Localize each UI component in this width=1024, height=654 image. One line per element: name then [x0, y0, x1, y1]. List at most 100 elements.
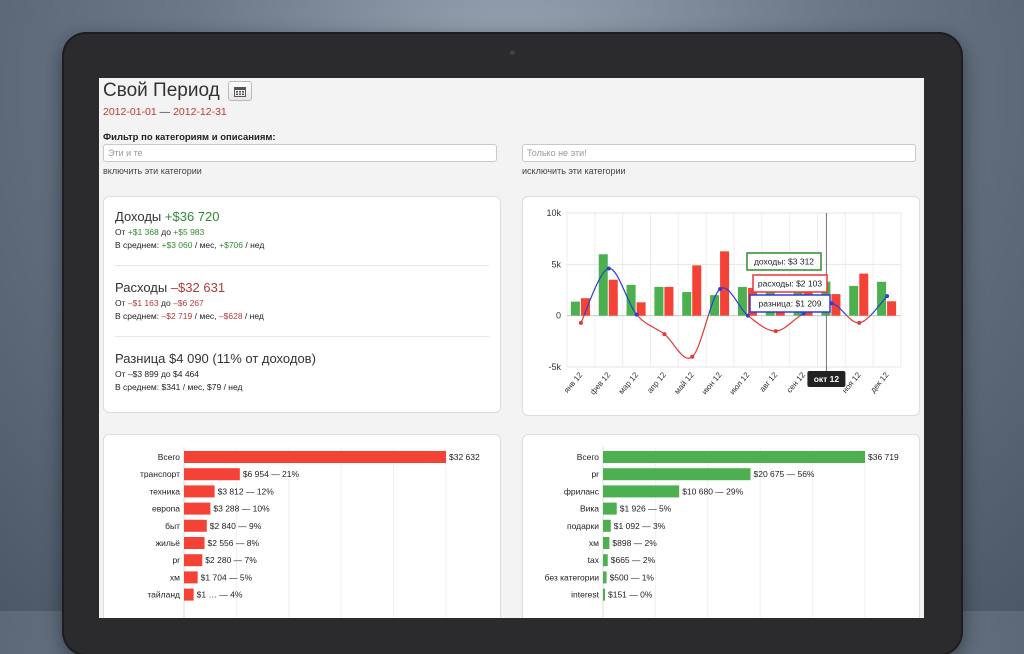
- income-summary: Доходы +$36 720 От +$1 368 до +$5 983 В …: [115, 209, 264, 250]
- difference-range: От –$3 899 до $4 464: [115, 369, 199, 379]
- bar-expense: [608, 279, 618, 316]
- income-total: +$36 720: [164, 209, 220, 224]
- date-to[interactable]: 2012-12-31: [173, 106, 227, 118]
- category-label: без категории: [545, 572, 600, 582]
- exclude-categories-input[interactable]: [522, 144, 916, 162]
- x-tick-label: июл 12: [728, 370, 752, 396]
- category-label: тайланд: [147, 590, 180, 600]
- difference-point: [662, 332, 667, 337]
- bar-income: [654, 286, 664, 316]
- monthly-chart-card: 10k 5k 0 -5k янв 12 фев 12 мар 12 апр 12 май 12 и…: [522, 196, 920, 416]
- difference-title: Разница $4 090 (11% от доходов): [115, 351, 316, 366]
- tooltip-income-box: [746, 252, 822, 271]
- x-tick-label: янв 12: [562, 370, 585, 395]
- bar-income: [682, 292, 692, 316]
- category-value-label: $2 556 — 8%: [208, 538, 260, 548]
- bar-expense: [692, 265, 702, 316]
- filter-label: Фильтр по категориям и описаниям:: [103, 132, 276, 143]
- expense-range-max: –$6 267: [173, 298, 204, 308]
- category-value-label: $3 812 — 12%: [218, 486, 275, 496]
- category-label: Всего: [158, 452, 181, 462]
- category-bar: [603, 571, 607, 584]
- bar-expense: [580, 298, 590, 316]
- category-label: хм: [170, 572, 180, 582]
- x-tick-label: июн 12: [700, 370, 724, 396]
- category-value-label: $500 — 1%: [610, 572, 655, 582]
- category-label: pr: [591, 469, 599, 479]
- category-label: Вика: [580, 504, 599, 514]
- income-categories-chart: Всего $36 719 pr $20 675 — 56% фриланс $10 68…: [545, 447, 899, 618]
- bar-income: [570, 301, 580, 316]
- category-value-label: $1 926 — 5%: [620, 504, 672, 514]
- category-bar: [184, 502, 211, 515]
- y-tick-label: 0: [556, 311, 561, 321]
- category-label: транспорт: [140, 469, 180, 479]
- calendar-button[interactable]: [227, 81, 252, 101]
- difference-point: [745, 313, 750, 318]
- bar-expense: [636, 302, 646, 316]
- difference-average: В среднем: $341 / мес, $79 / нед: [115, 382, 243, 392]
- difference-point: [885, 294, 890, 299]
- category-value-label: $151 — 0%: [608, 590, 653, 600]
- expense-summary: Расходы –$32 631 От –$1 163 до –$6 267 В…: [115, 280, 264, 321]
- bar-income: [737, 286, 747, 316]
- calendar-icon: [233, 86, 246, 97]
- tooltip-expense-box: [752, 274, 828, 293]
- x-tick-label: сен 12: [785, 370, 808, 395]
- x-tick-label: дек 12: [868, 370, 891, 394]
- bar-expense: [859, 273, 869, 316]
- date-from[interactable]: 2012-01-01: [103, 106, 157, 118]
- include-categories-input[interactable]: [103, 144, 497, 162]
- category-label: техника: [149, 486, 180, 496]
- difference-point: [857, 320, 862, 325]
- category-label: pr: [172, 555, 180, 565]
- crosshair-label: окт 12: [814, 374, 840, 384]
- tooltip-income: доходы: $3 312: [754, 257, 814, 267]
- y-tick-label: -5k: [548, 362, 561, 372]
- bar-expense: [664, 286, 674, 316]
- bar-income: [849, 285, 859, 316]
- bar-expense: [720, 251, 730, 316]
- category-bar: [184, 588, 194, 601]
- expense-avg-prefix: В среднем:: [115, 311, 160, 321]
- category-value-label: $36 719: [868, 452, 899, 462]
- expense-avg-month: –$2 719: [161, 311, 193, 321]
- category-bar: [184, 451, 446, 463]
- expense-range-min: –$1 163: [127, 298, 159, 308]
- bar-income: [626, 284, 636, 316]
- difference-point: [690, 354, 695, 359]
- date-range: 2012-01-01 — 2012-12-31: [103, 106, 227, 118]
- difference-point: [773, 329, 778, 334]
- category-value-label: $2 280 — 7%: [205, 555, 257, 565]
- category-label: фриланс: [564, 486, 600, 496]
- income-week-unit: / нед: [245, 240, 265, 250]
- category-bar: [184, 571, 198, 584]
- category-label: interest: [571, 590, 600, 600]
- expense-categories-chart: Всего $32 632 транспорт $6 954 — 21% техника…: [140, 447, 480, 618]
- bar-income: [877, 281, 887, 316]
- bar-income: [598, 254, 608, 316]
- category-bar: [603, 537, 610, 549]
- page-title: Свой Период: [103, 80, 220, 101]
- x-tick-label: май 12: [672, 370, 696, 396]
- include-hint: включить эти категории: [103, 166, 202, 176]
- category-label: хм: [589, 538, 599, 548]
- category-value-label: $1 704 — 5%: [201, 572, 253, 582]
- category-value-label: $665 — 2%: [611, 555, 656, 565]
- y-tick-label: 10k: [546, 208, 561, 218]
- category-bar: [184, 537, 205, 549]
- expense-avg-week: –$628: [218, 311, 243, 321]
- x-tick-label: авг 12: [758, 370, 780, 394]
- category-bar: [603, 485, 680, 498]
- expense-total: –$32 631: [170, 280, 226, 295]
- income-avg-week: +$706: [219, 240, 244, 250]
- income-range-prefix: От: [115, 227, 126, 237]
- difference-point: [606, 266, 611, 271]
- date-separator: —: [159, 106, 171, 118]
- crosshair-label-box: [807, 371, 846, 387]
- category-value-label: $32 632: [449, 452, 480, 462]
- expense-week-unit: / нед: [244, 311, 264, 321]
- income-categories-card: Всего $36 719 pr $20 675 — 56% фриланс $10 68…: [522, 434, 920, 618]
- x-tick-label: апр 12: [645, 370, 668, 395]
